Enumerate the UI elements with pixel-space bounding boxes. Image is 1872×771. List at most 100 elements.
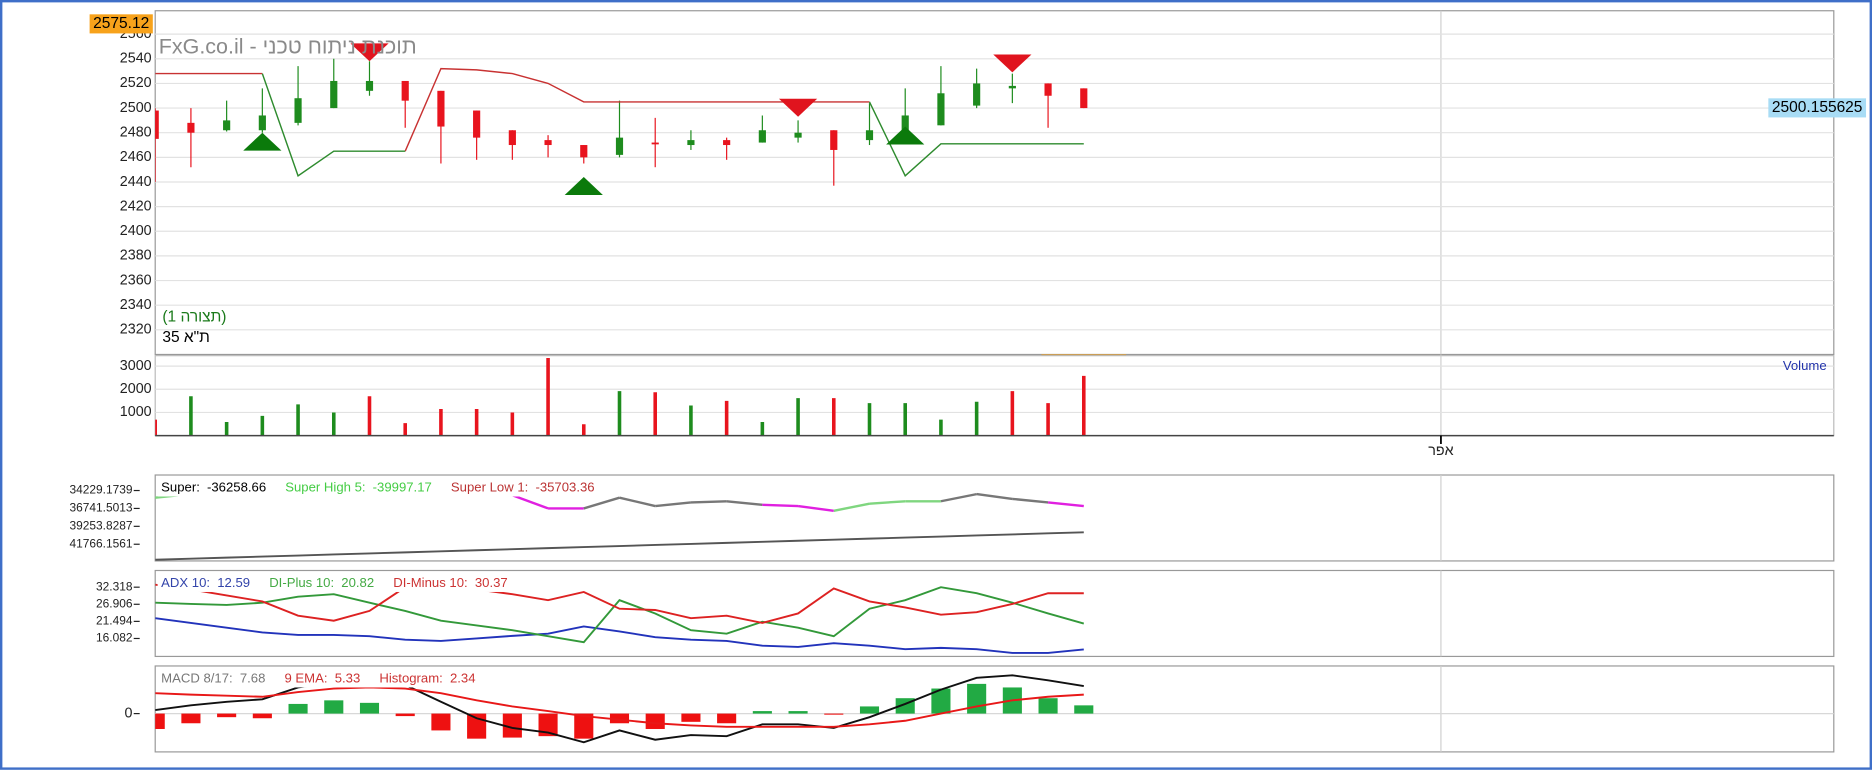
indicator-segment <box>797 504 834 512</box>
price-marker-box <box>89 14 153 34</box>
candle-body <box>258 115 266 131</box>
candle-body <box>544 140 552 146</box>
histogram-bar <box>859 706 880 714</box>
candle-body <box>758 130 766 143</box>
y-tick-label: 2540 <box>120 51 152 67</box>
price-marker-label: 2500.155625 <box>1772 99 1863 116</box>
indicator-segment <box>762 503 799 508</box>
histogram-bar <box>502 713 522 738</box>
panel-title: Volume <box>1783 358 1827 373</box>
candle-body <box>155 110 159 139</box>
legend-name: DI-Plus 10: <box>269 575 334 590</box>
legend-value: 20.82 <box>341 575 374 590</box>
indicator-line <box>155 531 1084 561</box>
candle-body <box>937 93 945 126</box>
candle-body <box>615 137 624 155</box>
histogram-bar <box>574 713 594 739</box>
legend-background <box>157 478 605 497</box>
legend-value: 30.37 <box>475 575 508 590</box>
y-tick-label: 2320 <box>120 322 152 338</box>
candle-body <box>723 140 731 146</box>
y-tick-label: 2480 <box>120 124 152 140</box>
panel-frame <box>154 10 1835 356</box>
y-tick-label: 3000 <box>120 358 152 374</box>
y-tick-label: 2440 <box>120 174 152 190</box>
legend-name: MACD 8/17: <box>161 671 232 686</box>
legend-background <box>157 574 518 592</box>
config-label: (תצורה 1) <box>162 309 226 326</box>
buy-signal <box>886 126 925 145</box>
indicator-segment <box>940 492 977 503</box>
sell-signal <box>993 54 1032 73</box>
y-tick-label: 2420 <box>120 198 152 214</box>
candle-body <box>794 132 802 138</box>
legend: ADX 10: 12.59 DI-Plus 10: 20.82 DI-Minus 10:… <box>157 574 518 592</box>
legend-name: 9 EMA: <box>284 671 327 686</box>
y-tick-label: 26.906 <box>96 596 133 610</box>
candle-body <box>365 80 374 91</box>
y-tick-label: 2460 <box>120 149 152 165</box>
candle-body <box>437 90 445 127</box>
candle-body <box>473 110 481 138</box>
candle-body <box>973 83 981 106</box>
candle-body <box>865 130 874 141</box>
histogram-bar <box>155 713 165 729</box>
legend-name: Super High 5: <box>285 480 365 495</box>
indicator-segment <box>1012 497 1049 504</box>
y-tick-label: 1000 <box>120 404 152 420</box>
legend-name: Histogram: <box>379 671 442 686</box>
y-tick-label: 2500 <box>120 100 152 116</box>
candle-body <box>223 120 231 131</box>
candle-body <box>651 142 659 145</box>
indicator-segment <box>976 492 1013 501</box>
price-marker: 2500.155625 <box>1768 98 1867 118</box>
histogram-bar <box>1038 698 1058 714</box>
candle-body <box>901 115 909 133</box>
histogram-bar <box>395 713 415 717</box>
y-tick-label: 36741.5013 <box>70 501 133 515</box>
histogram-bar <box>788 711 808 714</box>
legend-value: 7.68 <box>240 671 266 686</box>
histogram-bar <box>1074 705 1094 714</box>
legend-value: -35703.36 <box>535 480 594 495</box>
candle-body <box>187 122 195 133</box>
symbol-label: ת"א 35 <box>162 329 210 346</box>
y-tick-label: 21.494 <box>96 614 133 628</box>
y-tick-label: 2380 <box>120 248 152 264</box>
plot-area <box>155 43 1088 195</box>
candle-body <box>1044 83 1052 96</box>
legend-value: -39997.17 <box>373 480 432 495</box>
legend-name: ADX 10: <box>161 575 210 590</box>
panel-frame <box>154 355 1835 437</box>
indicator-segment <box>511 494 549 510</box>
legend-value: 5.33 <box>335 671 361 686</box>
y-tick-label: 39253.8287 <box>70 518 133 532</box>
histogram-bar <box>931 688 951 714</box>
y-tick-label: 41766.1561 <box>70 536 133 550</box>
y-tick-label: 2340 <box>120 297 152 313</box>
x-tick-label: אפר <box>1428 443 1453 459</box>
histogram-bar <box>324 700 344 714</box>
histogram-bar <box>181 713 201 724</box>
y-tick-label: 2400 <box>120 223 152 239</box>
indicator-line <box>155 586 1085 644</box>
chart-layer: 2320 2340 2360 2380 2400 2420 2440 2460 2480 2500… <box>70 10 1867 753</box>
indicator-line <box>155 686 1084 728</box>
histogram-bar <box>217 713 237 718</box>
indicator-segment <box>690 500 727 504</box>
buy-signal <box>564 177 603 195</box>
legend-background <box>157 669 486 688</box>
plot-area <box>155 583 1085 654</box>
price-marker-box <box>1768 98 1867 118</box>
histogram-bar <box>645 713 665 729</box>
legend-value: 2.34 <box>450 671 476 686</box>
indicator-segment <box>583 496 620 510</box>
sell-signal <box>778 98 818 117</box>
price-marker-label: 2575.12 <box>93 15 149 32</box>
price-marker: 2575.12 <box>89 14 153 34</box>
y-tick-label: 0 <box>125 705 133 721</box>
legend-name: Super: <box>161 480 200 495</box>
y-tick-label: 32.318 <box>96 579 133 593</box>
